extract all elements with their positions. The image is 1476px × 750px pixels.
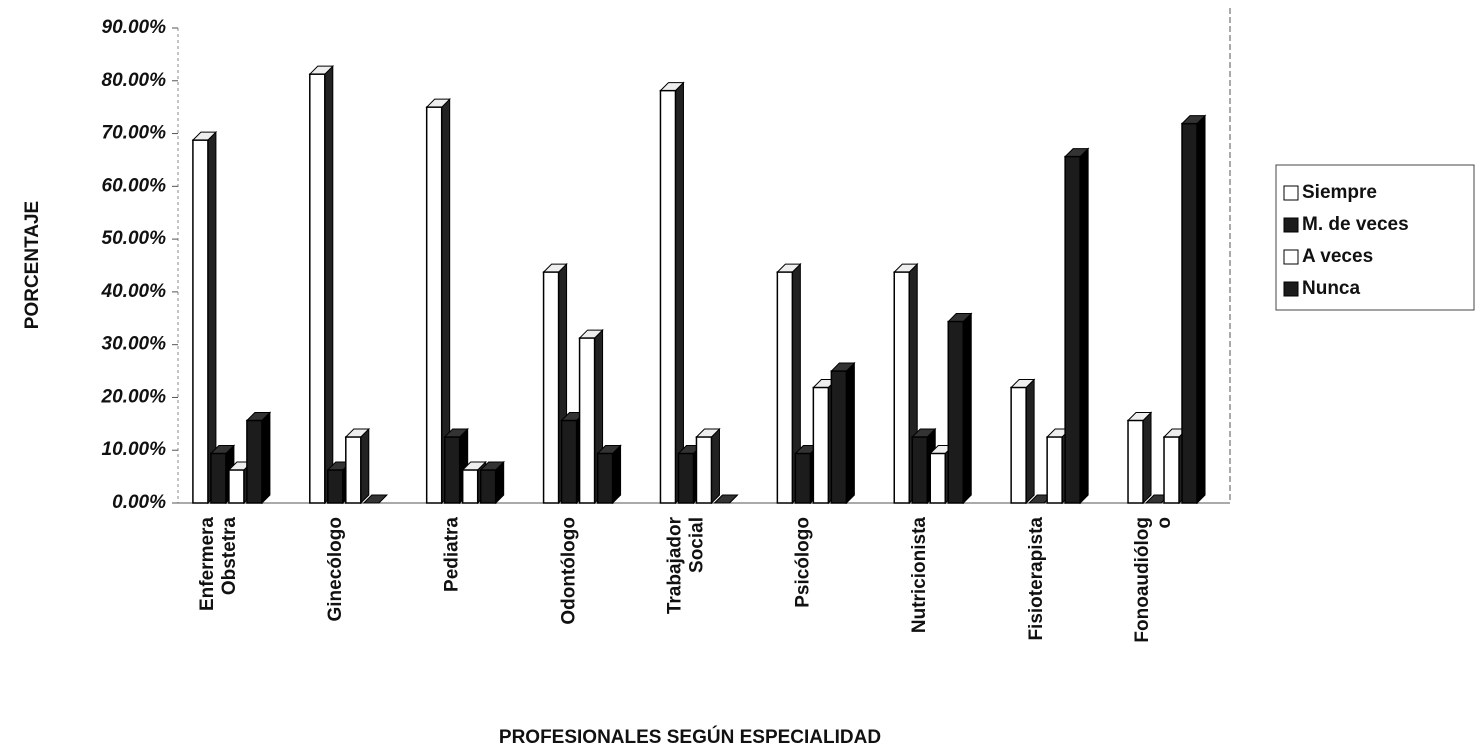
- x-tick-label: Fisioterapista: [1026, 517, 1047, 641]
- bar-side: [845, 361, 855, 505]
- bar: [345, 436, 362, 504]
- bar: [677, 452, 695, 504]
- bar: [542, 271, 560, 504]
- bar-side: [1079, 147, 1089, 505]
- bar: [1064, 155, 1081, 504]
- bar-side: [710, 427, 720, 505]
- y-axis-title: PORCENTAJE: [22, 201, 43, 329]
- bar-side: [1142, 411, 1152, 505]
- bar: [425, 106, 443, 504]
- y-tick-label: 40.00%: [101, 281, 167, 302]
- bar: [578, 337, 596, 504]
- bar: [776, 271, 794, 504]
- bar: [1010, 386, 1027, 504]
- legend-label: Nunca: [1302, 278, 1361, 299]
- bar: [911, 436, 928, 504]
- bar: [659, 89, 677, 504]
- y-tick-label: 90.00%: [102, 17, 167, 38]
- bar-side: [1196, 114, 1206, 505]
- bar: [812, 386, 830, 504]
- bar-top: [713, 494, 739, 504]
- x-tick-label: Nutricionista: [909, 517, 930, 634]
- bar: [461, 469, 479, 504]
- bar-side: [207, 130, 217, 505]
- legend-label: Siempre: [1302, 182, 1377, 203]
- bar-side: [324, 64, 334, 505]
- x-axis-title: PROFESIONALES SEGÚN ESPECIALIDAD: [499, 726, 881, 748]
- bar: [929, 452, 946, 504]
- bar-side: [1025, 378, 1035, 505]
- bar: [830, 370, 848, 504]
- bar: [309, 73, 326, 504]
- bar: [947, 320, 964, 504]
- y-tick-label: 70.00%: [102, 123, 167, 144]
- bar: [560, 419, 578, 504]
- bar: [327, 469, 344, 504]
- bar: [695, 436, 713, 504]
- x-tick-label: Psicólogo: [792, 517, 813, 608]
- bar-side: [261, 411, 271, 505]
- bar: [246, 419, 263, 504]
- bar: [1181, 122, 1198, 504]
- legend-box: [1275, 164, 1475, 311]
- bar: [1127, 419, 1144, 504]
- legend-swatch: [1283, 185, 1299, 201]
- bar-side: [360, 427, 370, 505]
- x-tick-label: Fonoaudiólogo: [1132, 517, 1175, 643]
- legend-swatch: [1283, 249, 1299, 265]
- bar: [1046, 436, 1063, 504]
- bar-side: [674, 81, 684, 505]
- bar: [893, 271, 910, 504]
- x-tick-label: Ginecólogo: [325, 517, 346, 622]
- bar: [1163, 436, 1180, 504]
- y-tick-label: 0.00%: [112, 492, 166, 513]
- y-tick-label: 30.00%: [102, 334, 167, 355]
- bar: [192, 139, 209, 504]
- legend-label: A veces: [1302, 246, 1373, 267]
- x-tick-label: Odontólogo: [559, 517, 580, 625]
- x-tick-label: EnfermeraObstetra: [197, 517, 240, 611]
- bar: [443, 436, 461, 504]
- legend-swatch: [1283, 217, 1299, 233]
- y-tick-label: 50.00%: [102, 228, 167, 249]
- x-tick-label: Pediatra: [442, 517, 463, 592]
- legend-label: M. de veces: [1302, 214, 1409, 235]
- y-tick-label: 60.00%: [102, 175, 167, 196]
- legend-swatch: [1283, 281, 1299, 297]
- y-tick-label: 10.00%: [102, 439, 167, 460]
- bar-top: [362, 494, 389, 504]
- x-tick-label: TrabajadorSocial: [664, 516, 707, 614]
- y-tick-label: 20.00%: [101, 386, 167, 407]
- bar: [479, 469, 497, 504]
- bar: [210, 452, 227, 504]
- bar: [794, 452, 812, 504]
- bar: [228, 469, 245, 504]
- y-tick-label: 80.00%: [102, 70, 167, 91]
- bar-side: [962, 312, 972, 505]
- bar-side: [612, 444, 622, 505]
- bar: [596, 452, 614, 504]
